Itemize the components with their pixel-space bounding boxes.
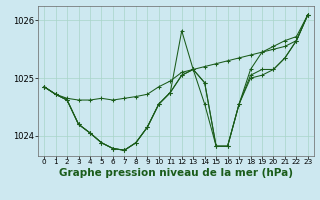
X-axis label: Graphe pression niveau de la mer (hPa): Graphe pression niveau de la mer (hPa) bbox=[59, 168, 293, 178]
